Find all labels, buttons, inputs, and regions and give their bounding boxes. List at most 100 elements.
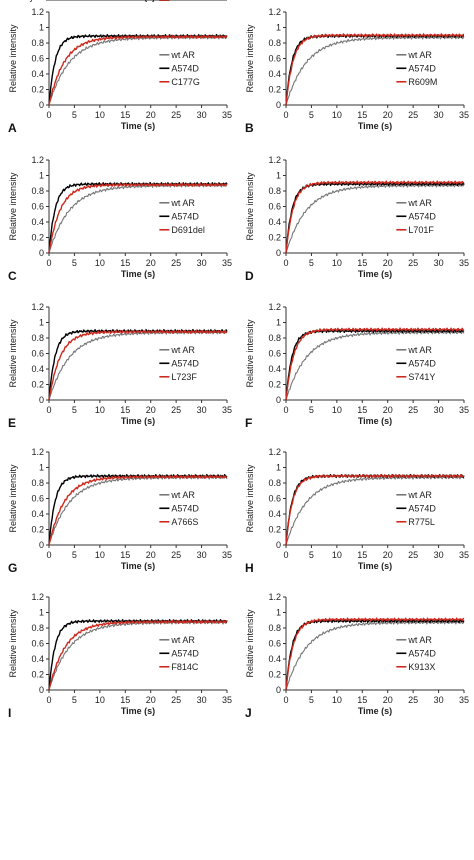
x-tick-label: 15 xyxy=(357,110,367,120)
y-tick-label: 1.2 xyxy=(268,7,281,17)
x-tick-label: 20 xyxy=(383,695,393,705)
x-tick-label: 35 xyxy=(459,258,469,268)
x-tick-label: 25 xyxy=(408,695,418,705)
legend-label: I915T xyxy=(171,0,195,2)
y-tick-label: 1.2 xyxy=(268,302,281,312)
series-line-a574d xyxy=(48,328,228,401)
x-axis-label: Time (s) xyxy=(121,561,155,571)
series-line-r609m xyxy=(285,33,465,106)
series-line-a574d xyxy=(48,181,228,254)
x-tick-label: 20 xyxy=(383,550,393,560)
x-tick-label: 0 xyxy=(46,550,51,560)
y-axis-label: Relative intensity xyxy=(0,0,35,2)
y-tick-label: 0.6 xyxy=(31,349,44,359)
x-tick-label: 10 xyxy=(95,0,105,2)
legend-label: D691del xyxy=(171,225,205,235)
legend-label: wt AR xyxy=(170,635,195,645)
y-tick-label: 0.6 xyxy=(31,0,44,2)
legend-label: A574D xyxy=(408,63,436,73)
x-tick-label: 35 xyxy=(222,550,232,560)
series-line-wt-ar xyxy=(48,35,228,106)
y-tick-label: 1.2 xyxy=(31,155,44,165)
y-tick-label: 0 xyxy=(39,248,44,258)
y-tick-label: 1 xyxy=(39,608,44,618)
legend-label: wt AR xyxy=(407,345,432,355)
y-tick-label: 0 xyxy=(276,685,281,695)
y-tick-label: 0 xyxy=(276,395,281,405)
legend-label: A574D xyxy=(171,0,199,2)
series-line-wt-ar xyxy=(285,620,465,691)
y-tick-label: 0.8 xyxy=(31,623,44,633)
y-tick-label: 1 xyxy=(39,0,44,2)
series-line-a574d xyxy=(285,328,465,401)
legend-label: A766S xyxy=(171,517,198,527)
y-axis-label: Relative intensity xyxy=(245,24,255,93)
x-tick-label: 20 xyxy=(383,258,393,268)
x-tick-label: 15 xyxy=(357,550,367,560)
y-tick-label: 0 xyxy=(276,540,281,550)
x-tick-label: 30 xyxy=(434,405,444,415)
x-tick-label: 15 xyxy=(120,405,130,415)
legend-label: A574D xyxy=(408,211,436,221)
legend-label: L723F xyxy=(171,372,197,382)
y-tick-label: 0.2 xyxy=(31,233,44,243)
y-tick-label: 1 xyxy=(39,318,44,328)
y-tick-label: 0.4 xyxy=(31,654,44,664)
y-tick-label: 1.2 xyxy=(31,592,44,602)
y-tick-label: 0 xyxy=(276,100,281,110)
y-tick-label: 0.4 xyxy=(268,509,281,519)
series-line-r775l xyxy=(285,474,465,546)
legend-label: wt AR xyxy=(170,345,195,355)
panel-e: 0 0.2 0.4 0.6 0.8 1 1.2 0 5 10 15 20 25 30 35 Relative … xyxy=(8,302,232,430)
series-line-l723f xyxy=(48,329,228,401)
x-tick-label: 25 xyxy=(171,0,181,2)
y-tick-label: 1.2 xyxy=(31,0,44,2)
x-tick-label: 30 xyxy=(197,258,207,268)
y-axis-label: Relative intensity xyxy=(245,464,255,533)
series-line-d691del xyxy=(48,182,228,254)
x-tick-label: 0 xyxy=(283,695,288,705)
y-tick-label: 0.8 xyxy=(31,478,44,488)
x-tick-label: 10 xyxy=(332,258,342,268)
x-tick-label: 5 xyxy=(72,110,77,120)
legend-label: wt AR xyxy=(170,50,195,60)
y-tick-label: 0.6 xyxy=(268,349,281,359)
x-axis-label: Time (s) xyxy=(121,416,155,426)
x-tick-label: 5 xyxy=(72,550,77,560)
y-tick-label: 0.4 xyxy=(31,69,44,79)
x-tick-label: 15 xyxy=(357,695,367,705)
y-tick-label: 0.8 xyxy=(268,186,281,196)
legend-label: A574D xyxy=(171,211,199,221)
series-line-a574d xyxy=(48,473,228,546)
x-tick-label: 20 xyxy=(146,550,156,560)
y-axis-label: Relative intensity xyxy=(245,609,255,678)
x-tick-label: 35 xyxy=(222,0,232,2)
x-tick-label: 5 xyxy=(72,258,77,268)
legend-label: wt AR xyxy=(170,490,195,500)
y-tick-label: 0 xyxy=(39,100,44,110)
legend-label: A574D xyxy=(171,358,199,368)
panel-k: 00.20.40.60.811.20 5 10 15 20 25 30 35 Relative … xyxy=(0,0,232,3)
series-line-wt-ar xyxy=(48,330,227,401)
x-tick-label: 0 xyxy=(283,405,288,415)
x-tick-label: 25 xyxy=(171,695,181,705)
x-tick-label: 0 xyxy=(283,550,288,560)
series-line-wt-ar xyxy=(285,475,465,546)
x-tick-label: 30 xyxy=(434,258,444,268)
x-tick-label: 5 xyxy=(72,0,77,2)
x-tick-label: 5 xyxy=(309,405,314,415)
y-tick-label: 0.6 xyxy=(268,54,281,64)
panel-j: 0 0.2 0.4 0.6 0.8 1 1.2 0 5 10 15 20 25 30 35 Relative … xyxy=(245,592,469,720)
x-tick-label: 25 xyxy=(408,405,418,415)
y-tick-label: 1 xyxy=(276,608,281,618)
x-tick-label: 25 xyxy=(171,550,181,560)
x-tick-label: 30 xyxy=(197,695,207,705)
panel-label: E xyxy=(8,416,16,430)
series-line-wt-ar xyxy=(285,183,465,254)
x-tick-label: 35 xyxy=(459,695,469,705)
x-tick-label: 10 xyxy=(332,405,342,415)
legend-label: A574D xyxy=(408,358,436,368)
panel-g: 0 0.2 0.4 0.6 0.8 1 1.2 0 5 10 15 20 25 30 35 Relative … xyxy=(8,447,232,575)
panel-label: I xyxy=(8,706,11,720)
y-tick-label: 0.4 xyxy=(268,69,281,79)
